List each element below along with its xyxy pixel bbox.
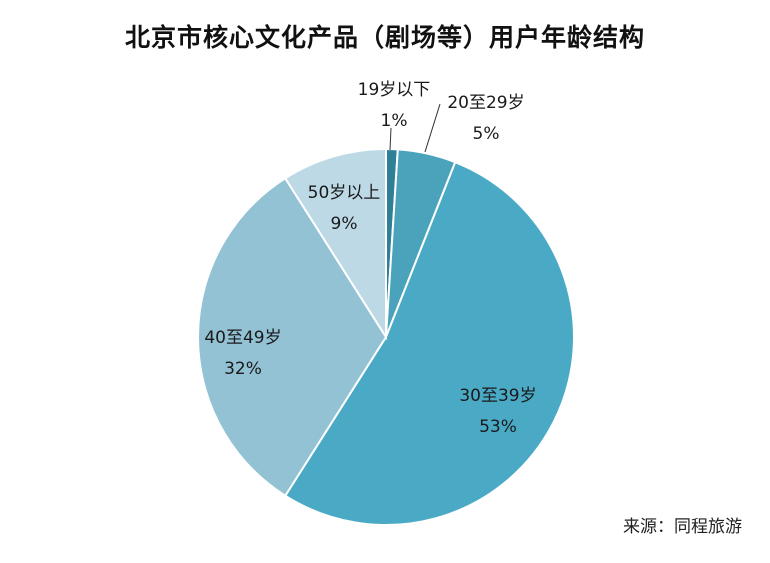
pie-slice bbox=[197, 176, 388, 498]
chart-title: 北京市核心文化产品（剧场等）用户年龄结构 bbox=[124, 23, 645, 52]
slice-category-label: 40至49岁 bbox=[204, 328, 281, 348]
pie-slice bbox=[283, 147, 387, 341]
label-leader-line bbox=[424, 103, 441, 153]
label-leader-line bbox=[389, 127, 392, 151]
slice-category-label: 30至39岁 bbox=[459, 386, 536, 406]
slice-value-label: 1% bbox=[381, 111, 408, 131]
slice-category-label: 50岁以上 bbox=[308, 183, 381, 203]
pie-slice bbox=[283, 160, 575, 526]
slice-value-label: 9% bbox=[331, 214, 358, 234]
slice-value-label: 53% bbox=[479, 417, 517, 437]
slice-category-label: 19岁以下 bbox=[358, 80, 431, 100]
source-note: 来源：同程旅游 bbox=[623, 517, 742, 537]
slice-category-label: 20至29岁 bbox=[447, 93, 524, 113]
slice-value-label: 32% bbox=[224, 359, 262, 379]
slice-value-label: 5% bbox=[473, 124, 500, 144]
